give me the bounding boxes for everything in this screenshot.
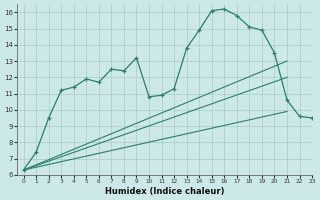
- X-axis label: Humidex (Indice chaleur): Humidex (Indice chaleur): [105, 187, 224, 196]
